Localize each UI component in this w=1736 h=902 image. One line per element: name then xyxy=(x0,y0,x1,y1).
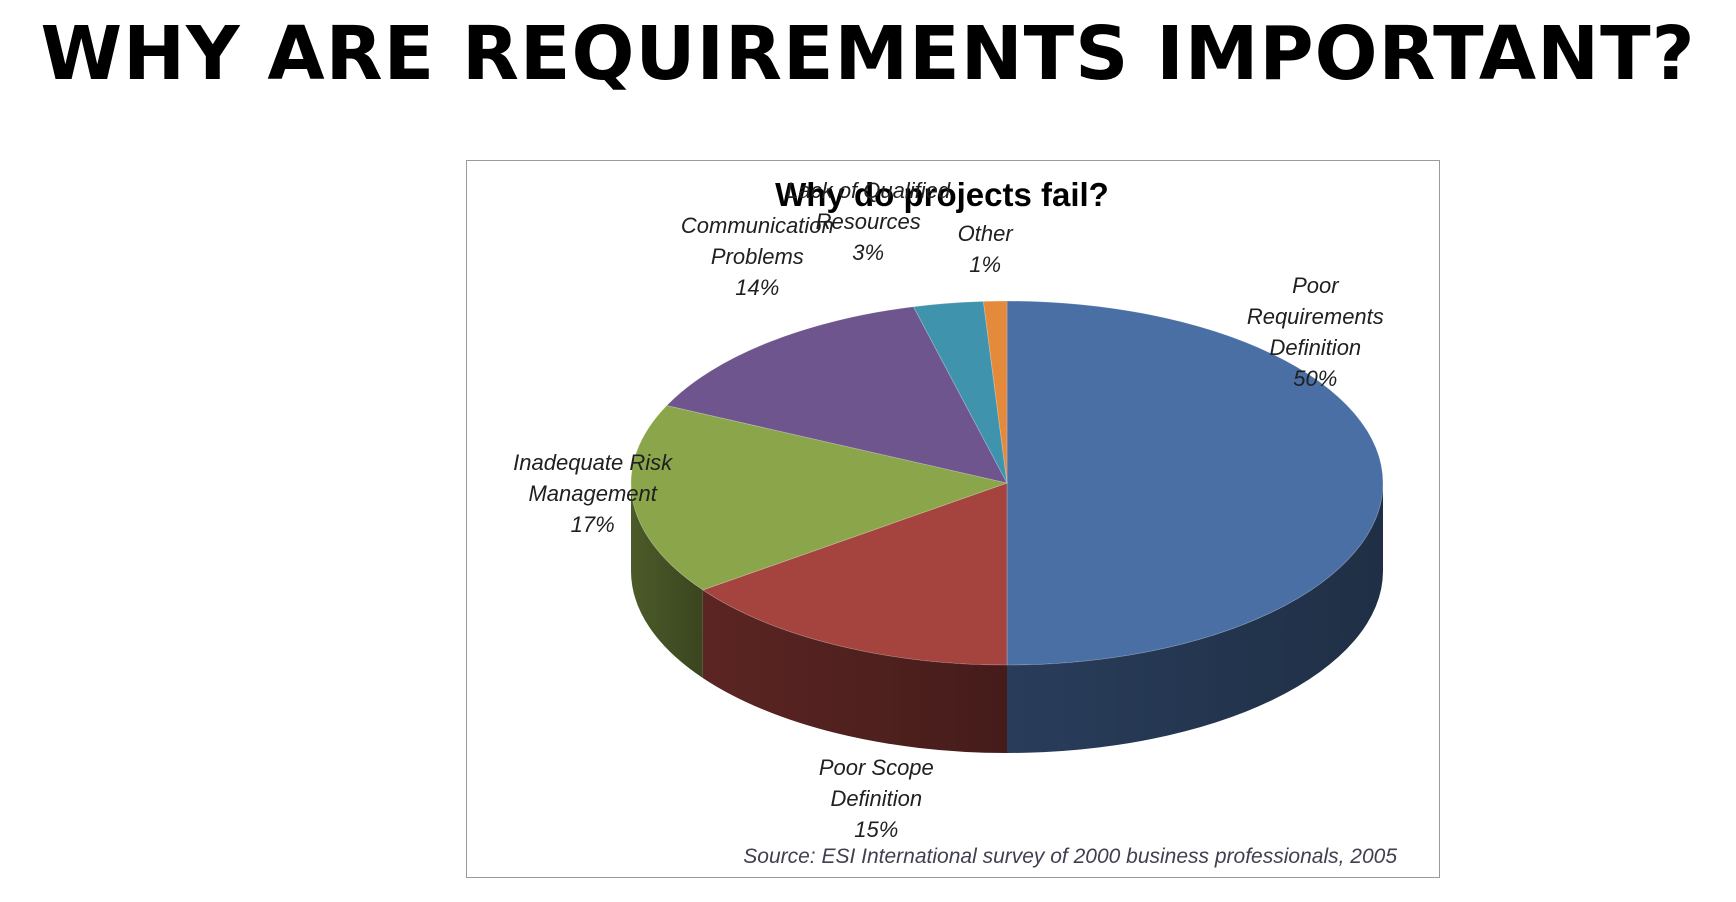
slice-label-poor-requirements-definition: Poor Requirements Definition 50% xyxy=(1247,273,1384,391)
pie-chart: Why do projects fail? Poor Requirements De… xyxy=(513,176,1397,868)
pie-slice-communication-problems xyxy=(666,306,1008,484)
pie-slice-poor-requirements-definition xyxy=(1006,300,1384,666)
pie-sides xyxy=(631,483,1383,753)
slice-label-inadequate-risk-management: Inadequate Risk Management 17% xyxy=(513,450,673,537)
pie-slice-inadequate-risk-management xyxy=(630,405,1009,591)
pie-tops xyxy=(630,300,1384,666)
slice-label-poor-scope-definition: Poor Scope Definition 15% xyxy=(819,755,934,842)
slice-label-lack-of-qualified-resources: Lack of Qualified Resources 3% xyxy=(786,178,951,265)
pie-side-poor-scope-definition xyxy=(702,589,1007,753)
chart-title: Why do projects fail? xyxy=(775,176,1109,213)
pie-slice-poor-scope-definition xyxy=(701,482,1008,666)
slice-label-other: Other 1% xyxy=(958,221,1015,277)
pie-side-poor-requirements-definition xyxy=(1007,483,1383,753)
pie-slice-lack-of-qualified-resources xyxy=(912,300,1008,484)
chart-frame: Why do projects fail? Poor Requirements De… xyxy=(466,160,1440,878)
pie-slice-other xyxy=(982,300,1008,484)
slice-label-communication-problems: Communication Problems 14% xyxy=(681,213,834,300)
pie-labels: Poor Requirements Definition 50% Poor Scope D… xyxy=(513,178,1384,842)
page-title: WHY ARE REQUIREMENTS IMPORTANT? xyxy=(40,11,1696,97)
source-note: Source: ESI International survey of 2000… xyxy=(743,845,1397,868)
pie-side-inadequate-risk-management xyxy=(631,483,703,678)
